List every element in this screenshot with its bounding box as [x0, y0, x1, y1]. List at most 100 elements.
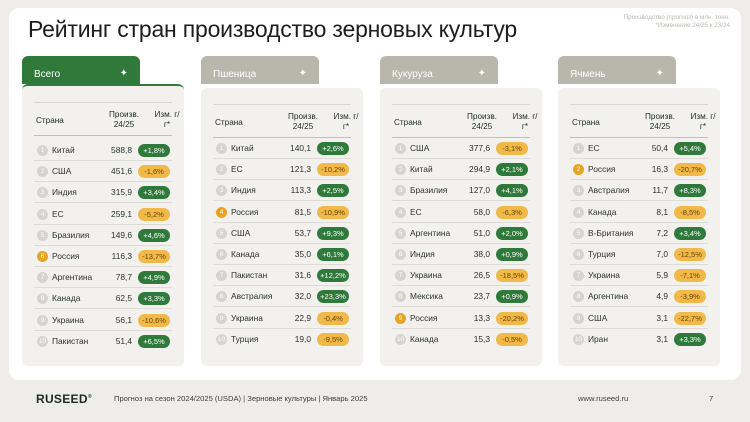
change-badge: -13,7% — [138, 250, 170, 263]
rank-badge: 8 — [37, 293, 48, 305]
table-header: Страна Произв. 24/25 Изм. г/г* — [213, 104, 359, 138]
change-badge: +2,0% — [496, 226, 528, 240]
change-badge: -3,1% — [496, 142, 528, 155]
change-badge: -22,7% — [674, 311, 706, 325]
units-note-line: Производство (прогноз) в млн. тонн. — [623, 14, 730, 21]
table-row: 6 Россия 116,3 -13,7% — [34, 246, 172, 267]
column-header-change: Изм. г/г* — [512, 112, 538, 131]
table-row: 5 США 53,7 +9,3% — [213, 223, 351, 244]
change-badge: -1,6% — [138, 165, 170, 179]
rank-badge: 1 — [216, 143, 227, 154]
production-value: 13,3 — [473, 312, 490, 323]
production-value: 19,0 — [294, 333, 311, 344]
change-badge: -10,9% — [317, 205, 349, 219]
table-row: 7 Украина 5,9 -7,1% — [570, 265, 708, 287]
rank-badge: 6 — [395, 249, 406, 260]
table-row: 1 Китай 140,1 +2,6% — [213, 138, 351, 159]
change-badge: +5,4% — [674, 142, 706, 155]
wheat-leaf-icon: ✦ — [119, 68, 128, 79]
tab-3[interactable]: Кукуруза ✦ — [380, 56, 498, 84]
rank-badge: 8 — [573, 291, 584, 303]
table-row: 8 Канада 62,5 +3,3% — [34, 288, 172, 310]
country-name: Украина — [410, 270, 442, 281]
table-row: 4 ЕС 58,0 -6,3% — [392, 202, 530, 223]
tab-2[interactable]: Пшеница ✦ — [201, 56, 319, 84]
production-value: 451,6 — [111, 166, 132, 177]
rank-badge: 6 — [216, 249, 227, 260]
table-row: 8 Мексика 23,7 +0,9% — [392, 286, 530, 308]
change-badge: -7,1% — [674, 269, 706, 283]
table-row: 3 Австралия 11,7 +8,3% — [570, 180, 708, 202]
production-value: 294,9 — [469, 164, 490, 175]
production-value: 50,4 — [651, 143, 668, 153]
rank-badge: 5 — [395, 227, 406, 239]
country-name: ЕС — [231, 164, 243, 175]
country-name: Австралия — [588, 185, 630, 196]
production-value: 51,4 — [115, 335, 132, 346]
rank-badge: 9 — [216, 312, 227, 324]
table-row: 9 Украина 56,1 -10,6% — [34, 310, 172, 331]
country-name: Украина — [231, 312, 263, 323]
rank-badge: 5 — [216, 227, 227, 239]
country-name: Канада — [231, 249, 260, 259]
logo-text: RUSEED — [36, 392, 88, 406]
change-badge: +1,8% — [138, 144, 170, 157]
country-name: Бразилия — [410, 185, 448, 196]
rank-badge: 3 — [216, 185, 227, 197]
change-badge: -0,4% — [317, 311, 349, 325]
country-name: Индия — [231, 185, 256, 196]
production-value: 7,2 — [656, 227, 668, 238]
country-name: Бразилия — [52, 229, 90, 240]
table-header: Страна Произв. 24/25 Изм. г/г* — [570, 104, 716, 138]
production-value: 11,7 — [652, 185, 668, 196]
tab-1[interactable]: Всего ✦ — [22, 56, 140, 84]
production-value: 35,0 — [294, 249, 311, 259]
rank-badge: 9 — [395, 312, 406, 324]
rank-badge: 9 — [37, 314, 48, 326]
production-value: 26,5 — [473, 270, 490, 281]
production-value: 4,9 — [656, 291, 668, 302]
ranking-table-card: Страна Произв. 24/25 Изм. г/г* 1 Китай 140,1 +… — [201, 88, 363, 366]
table-row: 1 Китай 588,8 +1,8% — [34, 140, 172, 161]
production-value: 377,6 — [469, 143, 490, 153]
footer-url-link[interactable]: www.ruseed.ru — [578, 394, 629, 403]
wheat-leaf-icon: ✦ — [655, 68, 664, 79]
table-row: 8 Аргентина 4,9 -3,9% — [570, 286, 708, 308]
column-header-country: Страна — [572, 118, 600, 127]
table-row: 5 Бразилия 149,6 +4,6% — [34, 225, 172, 246]
tab-4[interactable]: Ячмень ✦ — [558, 56, 676, 84]
change-badge: -3,9% — [674, 290, 706, 304]
rank-badge: 2 — [37, 166, 48, 178]
rank-badge: 3 — [395, 185, 406, 197]
change-badge: +2,5% — [317, 184, 349, 198]
rank-badge: 6 — [37, 251, 48, 262]
country-name: Индия — [52, 187, 77, 198]
production-value: 259,1 — [111, 208, 132, 219]
change-badge: +6,1% — [317, 248, 349, 261]
country-name: Канада — [588, 206, 617, 217]
ruseed-logo: RUSEED® — [36, 392, 92, 406]
country-name: Пакистан — [52, 335, 89, 346]
change-badge: +3,4% — [138, 186, 170, 200]
change-badge: +4,6% — [138, 228, 170, 242]
table-row: 7 Украина 26,5 -18,5% — [392, 265, 530, 287]
country-name: Пакистан — [231, 270, 268, 281]
rank-badge: 5 — [37, 229, 48, 241]
table-row: 3 Бразилия 127,0 +4,1% — [392, 180, 530, 202]
country-name: Россия — [52, 251, 80, 261]
rank-badge: 6 — [573, 249, 584, 260]
production-value: 3,1 — [656, 333, 668, 344]
rank-badge: 3 — [573, 185, 584, 197]
table-row: 7 Пакистан 31,6 +12,2% — [213, 265, 351, 287]
column-header-country: Страна — [36, 116, 64, 125]
country-name: Иран — [588, 333, 608, 344]
country-name: ЕС — [588, 143, 600, 153]
table-row: 1 ЕС 50,4 +5,4% — [570, 138, 708, 159]
table-row: 2 Китай 294,9 +2,1% — [392, 159, 530, 181]
rank-badge: 8 — [216, 291, 227, 303]
rank-badge: 2 — [573, 164, 584, 176]
country-name: США — [231, 227, 251, 238]
change-badge: +8,3% — [674, 184, 706, 198]
country-name: Канада — [410, 333, 439, 344]
rank-badge: 1 — [395, 143, 406, 154]
